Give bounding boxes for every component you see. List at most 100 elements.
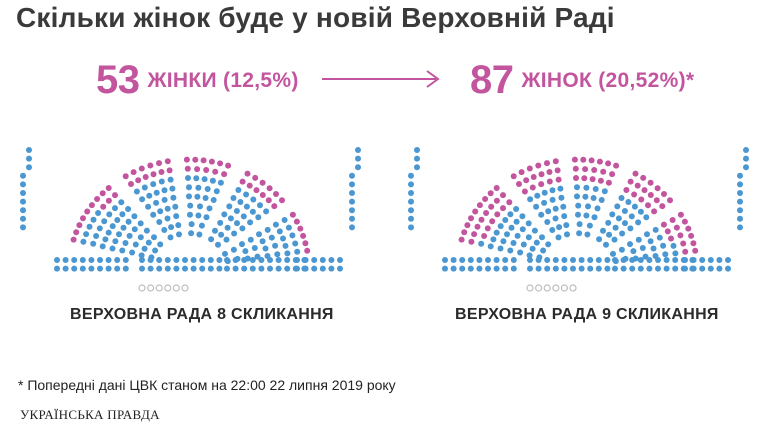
seat-woman <box>544 160 550 167</box>
seat-woman <box>203 167 210 173</box>
seat-man <box>586 222 593 229</box>
seat-man <box>247 219 254 226</box>
seat-man <box>187 211 193 218</box>
seat-man <box>508 224 515 231</box>
seat-man <box>590 195 597 201</box>
seat-man <box>414 155 420 162</box>
seat-man <box>164 257 171 263</box>
seat-man <box>493 257 500 263</box>
seat-man <box>670 242 677 249</box>
seat-man <box>90 216 97 223</box>
seat-man <box>682 257 688 263</box>
seat-man <box>88 257 95 263</box>
seat-man <box>502 265 509 272</box>
seat-man <box>139 196 146 203</box>
seat-man <box>690 265 697 272</box>
seat-man <box>610 250 616 257</box>
seat-man <box>90 240 97 247</box>
seat-vacant <box>172 284 180 292</box>
seat-woman <box>597 177 604 184</box>
seat-man <box>628 213 635 220</box>
seat-man <box>88 265 95 272</box>
seat-man <box>625 199 632 205</box>
seat-man <box>574 193 580 200</box>
seat-woman <box>471 231 478 238</box>
seat-man <box>284 250 291 257</box>
seat-man <box>150 181 157 188</box>
seat-man <box>281 217 288 223</box>
seat-man <box>226 203 233 210</box>
seat-man <box>556 224 563 231</box>
seat-woman <box>464 222 471 229</box>
seat-man <box>112 238 119 245</box>
seat-man <box>233 208 240 214</box>
seat-man <box>459 265 466 272</box>
seat-woman <box>572 165 579 172</box>
seat-man <box>240 213 247 220</box>
seat-man <box>164 265 171 272</box>
seat-man <box>125 206 132 212</box>
seat-man <box>153 189 160 196</box>
seat-man <box>173 265 180 272</box>
seat-man <box>267 257 273 263</box>
seat-man <box>540 247 547 254</box>
seat-woman <box>500 205 506 212</box>
seat-man <box>442 257 448 263</box>
seat-woman <box>521 188 528 195</box>
seat-man <box>26 155 32 162</box>
seat-man <box>596 236 603 243</box>
seat-woman <box>651 208 658 215</box>
seat-man <box>349 181 355 188</box>
seat-man <box>132 241 139 248</box>
seat-man <box>570 265 576 272</box>
seat-vacant <box>138 284 146 292</box>
seat-man <box>672 250 679 257</box>
seat-man <box>204 186 211 192</box>
seat-man <box>737 207 743 214</box>
seat-man <box>224 224 231 231</box>
seat-man <box>251 245 258 251</box>
seat-man <box>534 192 541 199</box>
seat-man <box>485 257 491 263</box>
seat-man <box>193 175 200 182</box>
seat-man <box>131 226 138 233</box>
seat-woman <box>523 177 530 184</box>
seat-man <box>527 257 533 263</box>
seat-woman <box>494 211 501 218</box>
seat-man <box>595 265 602 272</box>
seat-man <box>151 234 157 241</box>
seat-man <box>79 265 86 272</box>
seat-man <box>258 265 265 272</box>
seat-man <box>96 225 103 232</box>
seat-man <box>175 222 182 229</box>
seat-woman <box>266 185 273 192</box>
seat-woman <box>88 202 95 209</box>
seat-man <box>663 265 670 272</box>
seat-woman <box>692 247 699 254</box>
seat-man <box>605 219 612 226</box>
seat-man <box>105 265 112 272</box>
seat-man <box>541 199 548 206</box>
seat-man <box>707 265 714 272</box>
seat-man <box>531 227 538 234</box>
seat-man <box>137 234 144 241</box>
seat-woman <box>529 184 536 191</box>
seat-man <box>167 234 174 241</box>
seat-man <box>525 234 532 241</box>
seat-man <box>284 265 291 272</box>
seat-man <box>311 257 318 263</box>
seat-man <box>302 257 309 263</box>
seat-man <box>257 202 263 209</box>
seat-man <box>600 227 606 234</box>
seat-man <box>414 164 420 171</box>
seat-man <box>716 257 723 263</box>
seat-man <box>173 257 180 263</box>
seat-man <box>408 190 414 196</box>
seat-woman <box>166 167 173 174</box>
seat-woman <box>660 221 667 228</box>
seat-man <box>639 245 646 251</box>
seat-man <box>199 265 206 272</box>
seat-woman <box>289 211 296 218</box>
seat-man <box>218 231 225 238</box>
seat-man <box>161 227 168 233</box>
